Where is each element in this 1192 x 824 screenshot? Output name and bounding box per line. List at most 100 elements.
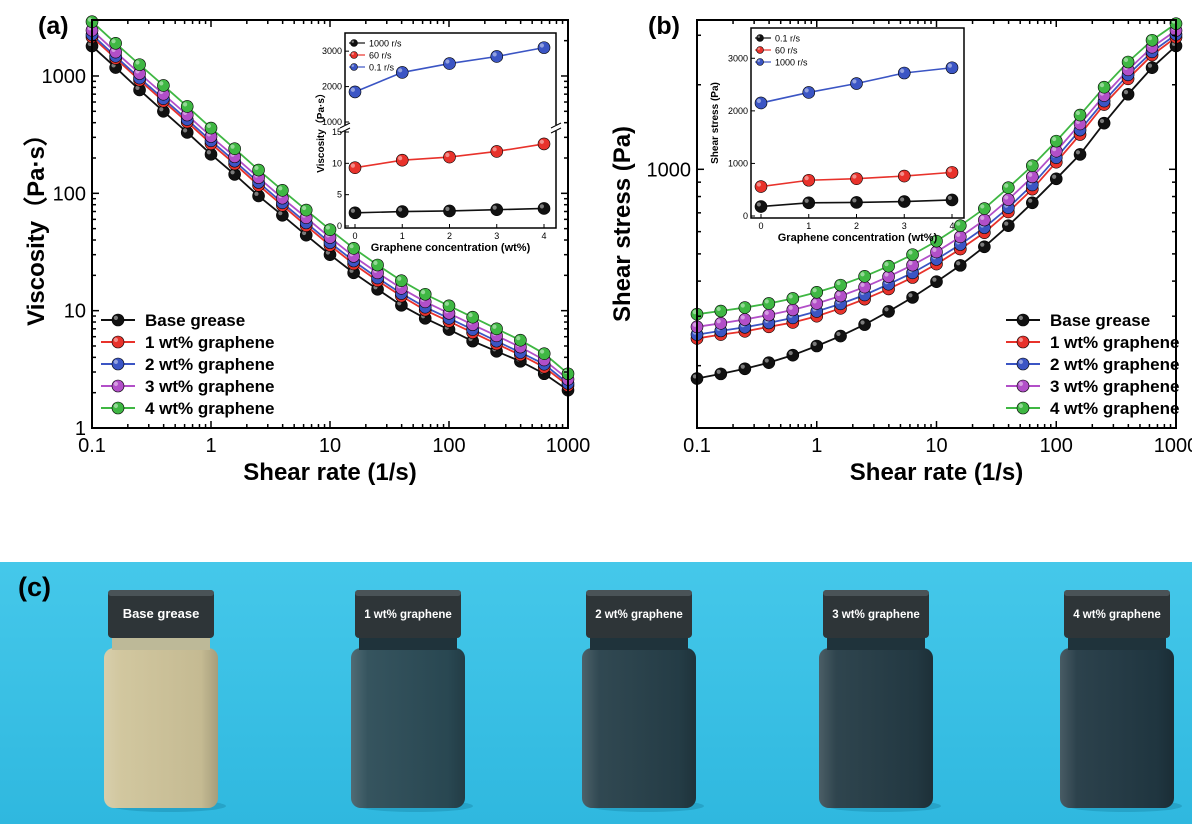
data-point-s4-19: [1145, 33, 1159, 47]
jar-3: 3 wt% graphene: [819, 590, 941, 812]
inset-point-s0-2: [850, 196, 863, 209]
data-point-s4-16: [466, 310, 479, 324]
y-tick-label: 1000: [647, 159, 692, 181]
data-point-s3-6-highlight: [836, 291, 841, 297]
legend-marker-4-highlight: [113, 403, 118, 408]
inset-y-tick-label: 1000: [728, 158, 748, 168]
inset-point-s2-1-highlight: [804, 88, 809, 93]
jar-label-2: 2 wt% graphene: [595, 609, 683, 621]
jar-0: Base grease: [104, 590, 226, 812]
data-point-s0-19: [1145, 61, 1159, 74]
jar-4: 4 wt% graphene: [1060, 590, 1182, 812]
data-point-s4-16-highlight: [1075, 110, 1081, 116]
data-point-s4-17-highlight: [492, 324, 497, 329]
data-point-s4-15-highlight: [1052, 136, 1057, 142]
data-point-s0-5-highlight: [812, 341, 817, 346]
data-point-s0-6-highlight: [230, 170, 235, 175]
legend: Base grease 1 wt% graphene 2 wt% graphene 3…: [101, 311, 274, 418]
inset-frame: [750, 27, 965, 219]
inset-point-s2-2-highlight: [445, 59, 450, 64]
data-point-s3-8-highlight: [884, 272, 889, 277]
axis-break-mark: [550, 122, 562, 129]
data-point-s4-14: [418, 287, 432, 301]
data-point-s4-16: [1073, 108, 1087, 122]
x-tick-label: 0.1: [78, 435, 106, 457]
data-point-s3-2: [738, 313, 752, 326]
jar-cap: [355, 590, 461, 638]
inset-legend-marker-2-highlight: [757, 59, 761, 63]
inset-point-s2-1: [802, 86, 816, 99]
inset-point-s2-2-highlight: [852, 79, 857, 84]
data-point-s0-7: [252, 189, 265, 203]
data-point-s4-19-highlight: [540, 349, 545, 354]
chart-b-shear-stress: 0.111010010001000Shear rate (1/s)Shear s…: [609, 17, 1192, 486]
data-point-s0-1: [714, 367, 728, 381]
data-point-s3-5-highlight: [812, 299, 817, 304]
inset-x-tick-label: 1: [400, 231, 405, 241]
data-point-s4-3-highlight: [764, 299, 769, 304]
legend-marker-0-highlight: [113, 315, 118, 320]
inset-point-s2-4: [945, 61, 959, 75]
legend-entry-2: 2 wt% graphene: [145, 355, 274, 374]
inset-point-s2-0-highlight: [756, 98, 762, 103]
data-point-s0-13: [1002, 219, 1015, 232]
inset-legend-marker-0-highlight: [351, 40, 354, 44]
data-point-s4-13-highlight: [1004, 183, 1009, 188]
inset-y-tick-label: 1000: [322, 117, 342, 127]
legend-marker-4: [1016, 401, 1030, 415]
data-point-s3-11-highlight: [956, 232, 961, 237]
inset-point-s2-4-highlight: [947, 63, 953, 68]
inset-x-tick-label: 4: [541, 231, 546, 241]
legend-entry-3: 3 wt% graphene: [1050, 377, 1179, 396]
inset-point-s1-1: [802, 173, 816, 187]
data-point-s0-4-highlight: [183, 128, 188, 133]
data-point-s4-16-highlight: [468, 312, 473, 318]
inset-x-axis-label: Graphene concentration (wt%): [371, 242, 531, 254]
data-point-s0-2-highlight: [740, 364, 745, 369]
data-point-s0-8: [882, 305, 895, 318]
legend-entry-4: 4 wt% graphene: [145, 399, 274, 418]
data-point-s0-19-highlight: [1147, 63, 1153, 68]
inset-x-tick-label: 3: [902, 221, 907, 231]
inset-point-s1-2: [443, 150, 456, 164]
inset-legend-marker-1: [756, 46, 764, 54]
data-point-s0-5-highlight: [206, 150, 211, 155]
inset-point-s2-3-highlight: [492, 52, 497, 57]
data-point-s4-13: [395, 274, 408, 288]
legend-marker-3-highlight: [1018, 381, 1024, 386]
legend-entry-4: 4 wt% graphene: [1050, 399, 1179, 418]
inset-point-s1-3-highlight: [492, 147, 497, 152]
data-point-s4-15-highlight: [444, 301, 449, 306]
data-point-s4-3: [157, 79, 170, 92]
data-point-s3-3: [762, 308, 776, 322]
inset-legend-entry-0: 1000 r/s: [369, 39, 402, 49]
inset-legend-marker-2: [350, 63, 358, 71]
data-point-s4-11: [953, 219, 967, 232]
inset-point-s0-3: [897, 195, 911, 208]
data-point-s4-10: [323, 223, 337, 236]
inset-legend-marker-1: [350, 51, 358, 59]
data-point-s0-18: [1121, 87, 1135, 101]
jar-glass: [351, 648, 465, 808]
data-point-s4-18: [514, 333, 527, 347]
inset-point-s0-0-highlight: [756, 202, 762, 207]
inset-legend-marker-0: [350, 39, 358, 47]
inset-point-s2-2: [443, 57, 456, 70]
inset-point-s1-1-highlight: [804, 176, 809, 181]
legend-marker-0: [111, 313, 125, 327]
data-point-s0-10: [930, 275, 943, 289]
x-tick-label: 100: [1040, 435, 1073, 457]
legend-entry-0: Base grease: [1050, 311, 1150, 330]
x-axis-label: Shear rate (1/s): [850, 459, 1023, 486]
inset-point-s0-3-highlight: [900, 197, 905, 202]
jar-label-1: 1 wt% graphene: [364, 609, 452, 621]
data-point-s0-7-highlight: [860, 320, 865, 325]
inset-point-s1-1-highlight: [398, 156, 403, 161]
jar-cap: [823, 590, 929, 638]
y-tick-label: 10: [64, 301, 86, 323]
jar-label-0: Base grease: [123, 606, 200, 621]
inset-point-s1-2-highlight: [445, 152, 450, 158]
inset-legend-marker-2-highlight: [351, 64, 354, 67]
data-point-s4-6-highlight: [230, 144, 235, 149]
